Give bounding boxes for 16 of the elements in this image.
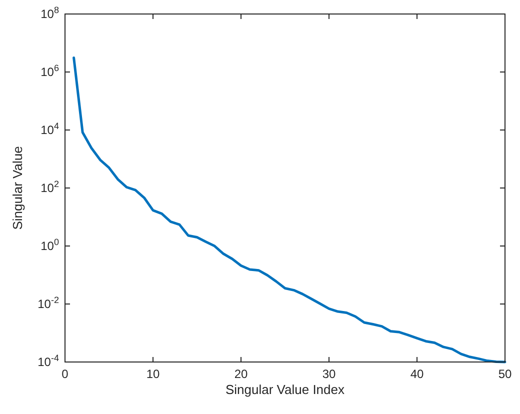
y-tick-label: 10$^{2}$: [40, 179, 59, 195]
x-axis-title: Singular Value Index: [225, 382, 345, 397]
y-tick-label: 10$^{8}$: [40, 5, 59, 21]
x-tick-label: 20: [234, 367, 248, 381]
x-tick-label: 10: [146, 367, 160, 381]
x-tick-label: 30: [322, 367, 336, 381]
y-tick-label: 10$^{-4}$: [38, 353, 59, 369]
y-tick-label: 10$^{4}$: [40, 121, 59, 137]
x-tick-label: 40: [410, 367, 424, 381]
y-tick-label: 10$^{6}$: [40, 63, 59, 79]
x-tick-label: 0: [62, 367, 69, 381]
line-series: [72, 56, 506, 364]
x-tick-label: 50: [498, 367, 512, 381]
y-tick-label: 10$^{-2}$: [38, 295, 59, 311]
y-axis-title: Singular Value: [10, 146, 25, 230]
y-tick-label: 10$^{0}$: [40, 237, 59, 253]
